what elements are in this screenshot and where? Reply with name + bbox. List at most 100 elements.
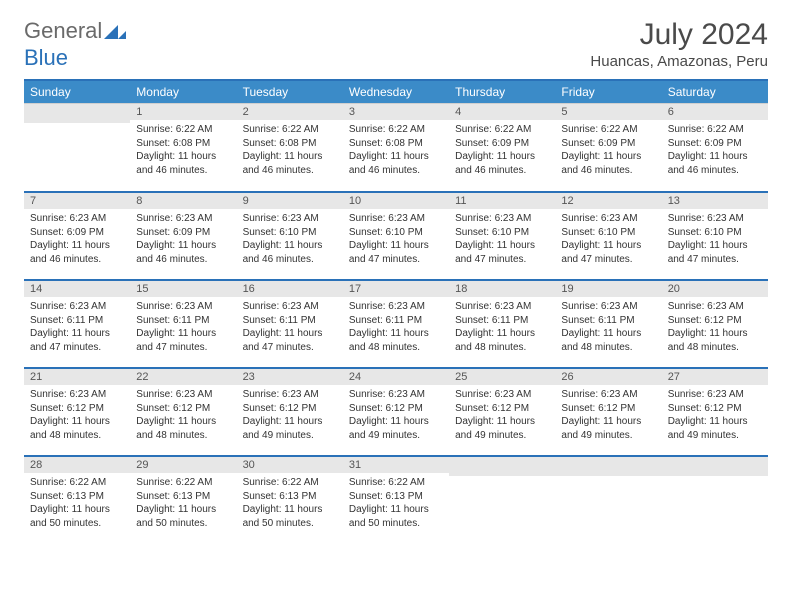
sunrise-text: Sunrise: 6:22 AM (349, 123, 443, 137)
logo-mark-icon (104, 19, 126, 45)
day-number: 5 (555, 103, 661, 120)
calendar-cell: 28Sunrise: 6:22 AMSunset: 6:13 PMDayligh… (24, 455, 130, 543)
sunrise-text: Sunrise: 6:23 AM (668, 388, 762, 402)
sunset-text: Sunset: 6:12 PM (668, 402, 762, 416)
calendar-cell: 15Sunrise: 6:23 AMSunset: 6:11 PMDayligh… (130, 279, 236, 367)
calendar-cell: 9Sunrise: 6:23 AMSunset: 6:10 PMDaylight… (237, 191, 343, 279)
calendar-cell: 21Sunrise: 6:23 AMSunset: 6:12 PMDayligh… (24, 367, 130, 455)
daylight-text: Daylight: 11 hours and 48 minutes. (30, 415, 124, 442)
daylight-text: Daylight: 11 hours and 47 minutes. (561, 239, 655, 266)
sunrise-text: Sunrise: 6:23 AM (668, 300, 762, 314)
daylight-text: Daylight: 11 hours and 46 minutes. (561, 150, 655, 177)
daylight-text: Daylight: 11 hours and 49 minutes. (455, 415, 549, 442)
day-content: Sunrise: 6:23 AMSunset: 6:12 PMDaylight:… (237, 385, 343, 448)
calendar-cell: 20Sunrise: 6:23 AMSunset: 6:12 PMDayligh… (662, 279, 768, 367)
daylight-text: Daylight: 11 hours and 48 minutes. (455, 327, 549, 354)
calendar-cell: 17Sunrise: 6:23 AMSunset: 6:11 PMDayligh… (343, 279, 449, 367)
weekday-header: Wednesday (343, 80, 449, 103)
daylight-text: Daylight: 11 hours and 46 minutes. (668, 150, 762, 177)
daylight-text: Daylight: 11 hours and 49 minutes. (349, 415, 443, 442)
sunrise-text: Sunrise: 6:23 AM (455, 212, 549, 226)
sunset-text: Sunset: 6:13 PM (30, 490, 124, 504)
title-block: July 2024 Huancas, Amazonas, Peru (590, 18, 768, 70)
sunset-text: Sunset: 6:08 PM (243, 137, 337, 151)
sunrise-text: Sunrise: 6:23 AM (349, 212, 443, 226)
calendar-cell: 25Sunrise: 6:23 AMSunset: 6:12 PMDayligh… (449, 367, 555, 455)
day-content: Sunrise: 6:22 AMSunset: 6:08 PMDaylight:… (343, 120, 449, 183)
calendar-cell-empty (24, 103, 130, 191)
day-number: 19 (555, 279, 661, 297)
sunrise-text: Sunrise: 6:22 AM (561, 123, 655, 137)
sunset-text: Sunset: 6:11 PM (243, 314, 337, 328)
sunrise-text: Sunrise: 6:22 AM (455, 123, 549, 137)
sunset-text: Sunset: 6:10 PM (668, 226, 762, 240)
calendar-page: General Blue July 2024 Huancas, Amazonas… (0, 0, 792, 561)
sunset-text: Sunset: 6:09 PM (30, 226, 124, 240)
daylight-text: Daylight: 11 hours and 47 minutes. (136, 327, 230, 354)
daylight-text: Daylight: 11 hours and 47 minutes. (349, 239, 443, 266)
sunrise-text: Sunrise: 6:23 AM (136, 300, 230, 314)
day-content: Sunrise: 6:22 AMSunset: 6:13 PMDaylight:… (343, 473, 449, 536)
sunrise-text: Sunrise: 6:23 AM (561, 212, 655, 226)
day-number-empty (662, 455, 768, 476)
sunset-text: Sunset: 6:12 PM (561, 402, 655, 416)
sunrise-text: Sunrise: 6:22 AM (136, 123, 230, 137)
sunrise-text: Sunrise: 6:23 AM (243, 300, 337, 314)
day-number: 26 (555, 367, 661, 385)
calendar-row: 21Sunrise: 6:23 AMSunset: 6:12 PMDayligh… (24, 367, 768, 455)
daylight-text: Daylight: 11 hours and 50 minutes. (349, 503, 443, 530)
sunset-text: Sunset: 6:11 PM (455, 314, 549, 328)
calendar-cell-empty (662, 455, 768, 543)
calendar-row: 7Sunrise: 6:23 AMSunset: 6:09 PMDaylight… (24, 191, 768, 279)
sunrise-text: Sunrise: 6:23 AM (30, 212, 124, 226)
weekday-header: Friday (555, 80, 661, 103)
day-number: 1 (130, 103, 236, 120)
calendar-cell: 11Sunrise: 6:23 AMSunset: 6:10 PMDayligh… (449, 191, 555, 279)
day-number-empty (555, 455, 661, 476)
day-number: 9 (237, 191, 343, 209)
day-number: 23 (237, 367, 343, 385)
sunset-text: Sunset: 6:12 PM (136, 402, 230, 416)
day-content: Sunrise: 6:23 AMSunset: 6:10 PMDaylight:… (449, 209, 555, 272)
logo-word-2: Blue (24, 45, 68, 70)
day-number: 3 (343, 103, 449, 120)
weekday-header: Thursday (449, 80, 555, 103)
day-number: 18 (449, 279, 555, 297)
calendar-cell: 16Sunrise: 6:23 AMSunset: 6:11 PMDayligh… (237, 279, 343, 367)
logo: General Blue (24, 18, 126, 71)
calendar-cell-empty (555, 455, 661, 543)
sunset-text: Sunset: 6:11 PM (136, 314, 230, 328)
day-content: Sunrise: 6:22 AMSunset: 6:08 PMDaylight:… (237, 120, 343, 183)
daylight-text: Daylight: 11 hours and 47 minutes. (455, 239, 549, 266)
day-content: Sunrise: 6:23 AMSunset: 6:12 PMDaylight:… (130, 385, 236, 448)
calendar-cell: 23Sunrise: 6:23 AMSunset: 6:12 PMDayligh… (237, 367, 343, 455)
weekday-header: Saturday (662, 80, 768, 103)
sunrise-text: Sunrise: 6:23 AM (30, 300, 124, 314)
daylight-text: Daylight: 11 hours and 47 minutes. (668, 239, 762, 266)
sunset-text: Sunset: 6:13 PM (349, 490, 443, 504)
day-number: 10 (343, 191, 449, 209)
day-content: Sunrise: 6:23 AMSunset: 6:11 PMDaylight:… (449, 297, 555, 360)
day-content: Sunrise: 6:23 AMSunset: 6:10 PMDaylight:… (662, 209, 768, 272)
sunset-text: Sunset: 6:09 PM (455, 137, 549, 151)
calendar-cell: 24Sunrise: 6:23 AMSunset: 6:12 PMDayligh… (343, 367, 449, 455)
calendar-cell-empty (449, 455, 555, 543)
sunset-text: Sunset: 6:13 PM (136, 490, 230, 504)
daylight-text: Daylight: 11 hours and 49 minutes. (668, 415, 762, 442)
day-number: 27 (662, 367, 768, 385)
calendar-table: SundayMondayTuesdayWednesdayThursdayFrid… (24, 79, 768, 543)
sunset-text: Sunset: 6:12 PM (243, 402, 337, 416)
calendar-cell: 22Sunrise: 6:23 AMSunset: 6:12 PMDayligh… (130, 367, 236, 455)
sunrise-text: Sunrise: 6:23 AM (455, 388, 549, 402)
daylight-text: Daylight: 11 hours and 46 minutes. (30, 239, 124, 266)
sunset-text: Sunset: 6:11 PM (349, 314, 443, 328)
sunset-text: Sunset: 6:11 PM (561, 314, 655, 328)
daylight-text: Daylight: 11 hours and 48 minutes. (136, 415, 230, 442)
daylight-text: Daylight: 11 hours and 46 minutes. (349, 150, 443, 177)
sunrise-text: Sunrise: 6:22 AM (668, 123, 762, 137)
calendar-cell: 26Sunrise: 6:23 AMSunset: 6:12 PMDayligh… (555, 367, 661, 455)
calendar-cell: 30Sunrise: 6:22 AMSunset: 6:13 PMDayligh… (237, 455, 343, 543)
day-number: 29 (130, 455, 236, 473)
day-number: 20 (662, 279, 768, 297)
sunrise-text: Sunrise: 6:23 AM (30, 388, 124, 402)
